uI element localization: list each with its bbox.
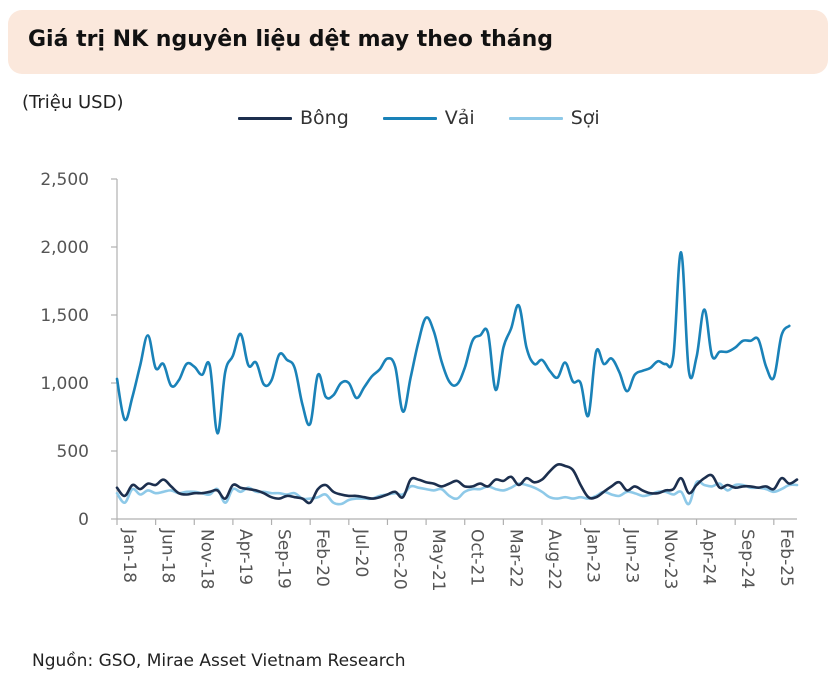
legend: Bông Vải Sợi bbox=[238, 107, 634, 129]
x-tick-label: Jul-20 bbox=[351, 528, 371, 577]
x-tick-label: Apr-19 bbox=[235, 529, 255, 585]
x-tick-label: Dec-20 bbox=[389, 529, 409, 590]
title-banner: Giá trị NK nguyên liệu dệt may theo thán… bbox=[8, 10, 828, 74]
chart-title: Giá trị NK nguyên liệu dệt may theo thán… bbox=[28, 27, 554, 52]
x-tick-label: Apr-24 bbox=[699, 529, 719, 585]
series-line-soi bbox=[115, 479, 799, 506]
x-tick-label: Sep-19 bbox=[274, 529, 294, 589]
y-tick-label: 500 bbox=[57, 442, 89, 462]
series-line-bong bbox=[115, 462, 799, 505]
y-tick-labels: 0 500 1,000 1,500 2,000 2,500 bbox=[40, 170, 89, 530]
legend-item-vai: Vải bbox=[382, 107, 475, 129]
legend-item-bong: Bông bbox=[238, 107, 349, 129]
x-tick-label: Oct-21 bbox=[467, 529, 487, 586]
x-tick-label: Aug-22 bbox=[544, 529, 564, 590]
x-tick-label: Jan-23 bbox=[583, 528, 603, 583]
x-tick-labels: Jan-18 Jun-18 Nov-18 Apr-19 Sep-19 Feb-20 Jul-… bbox=[119, 528, 796, 592]
x-tick-label: Jun-18 bbox=[158, 528, 178, 583]
legend-swatch-bong bbox=[238, 116, 292, 120]
x-tick-label: Nov-18 bbox=[196, 529, 216, 590]
y-tick-label: 2,000 bbox=[40, 238, 89, 258]
y-tick-label: 2,500 bbox=[40, 170, 89, 190]
legend-label-bong: Bông bbox=[300, 107, 349, 129]
x-tick-label: Jan-18 bbox=[119, 528, 139, 583]
x-tick-label: Sep-24 bbox=[737, 529, 757, 589]
y-tick-label: 1,000 bbox=[40, 374, 89, 394]
x-tick-label: Feb-20 bbox=[312, 529, 332, 587]
legend-label-vai: Vải bbox=[444, 107, 475, 129]
legend-item-soi: Sợi bbox=[508, 107, 600, 129]
y-tick-label: 0 bbox=[78, 510, 89, 530]
axes bbox=[111, 178, 797, 525]
legend-swatch-soi bbox=[508, 116, 563, 120]
legend-swatch-vai bbox=[382, 116, 437, 120]
x-tick-label: May-21 bbox=[428, 529, 448, 592]
x-tick-label: Feb-25 bbox=[776, 529, 796, 587]
y-axis-unit-label: (Triệu USD) bbox=[22, 92, 124, 113]
source-note: Nguồn: GSO, Mirae Asset Vietnam Research bbox=[32, 651, 406, 671]
legend-label-soi: Sợi bbox=[570, 107, 600, 129]
series-line-vai bbox=[115, 251, 791, 435]
x-tick-label: Mar-22 bbox=[505, 529, 525, 588]
y-tick-label: 1,500 bbox=[40, 306, 89, 326]
x-tick-label: Jun-23 bbox=[621, 528, 641, 583]
x-tick-label: Nov-23 bbox=[660, 529, 680, 590]
series-lines bbox=[115, 251, 799, 506]
